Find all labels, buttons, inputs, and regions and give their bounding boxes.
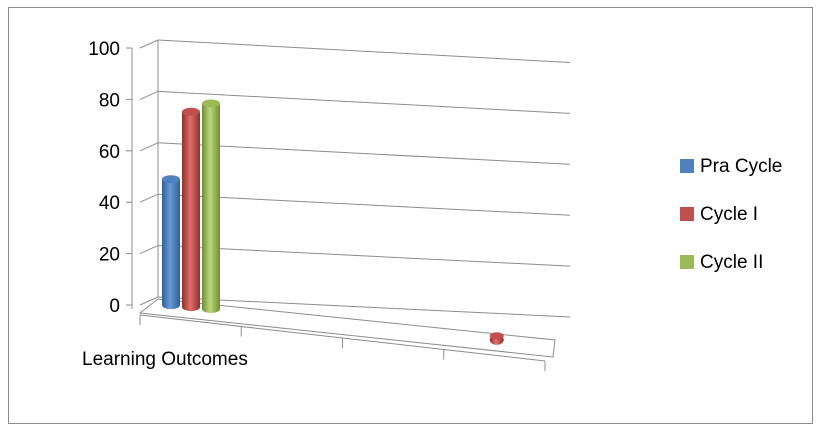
bar-cycle-i [489, 332, 504, 345]
bar-cycle-i [182, 107, 200, 312]
chart-frame [8, 7, 813, 424]
category-label: Learning Outcomes [82, 349, 248, 370]
y-tick-label: 100 [88, 39, 120, 60]
legend-swatch [680, 255, 694, 269]
bars [162, 99, 504, 345]
legend-label: Pra Cycle [700, 156, 782, 177]
legend-label: Cycle II [700, 252, 763, 273]
x-axis-category-labels: Learning Outcomes [82, 349, 248, 370]
axes [126, 40, 556, 371]
legend: Pra Cycle Cycle I Cycle II [680, 156, 782, 273]
y-tick-label: 0 [109, 296, 120, 317]
gridline-side [139, 90, 159, 100]
y-tick-label: 80 [99, 90, 120, 111]
gridline-side [139, 193, 159, 203]
y-tick-label: 40 [99, 193, 120, 214]
legend-swatch [680, 207, 694, 221]
gridline-0 [157, 296, 571, 318]
y-axis-tick-labels: 0 20 40 60 80 100 [88, 39, 120, 317]
gridline-20 [157, 245, 571, 267]
gridline-side [139, 39, 159, 49]
gridlines [139, 39, 571, 318]
gridline-side [139, 245, 159, 255]
floor [138, 298, 556, 358]
legend-label: Cycle I [700, 204, 758, 225]
gridline-60 [157, 142, 571, 165]
gridline-40 [157, 193, 571, 216]
gridline-side [139, 142, 159, 152]
gridline-side [139, 296, 159, 306]
gridline-100 [157, 39, 571, 63]
y-tick-label: 20 [99, 245, 120, 266]
y-tick-label: 60 [99, 142, 120, 163]
legend-swatch [680, 159, 694, 173]
bar-cycle-ii [202, 99, 220, 314]
bar-pra-cycle [162, 175, 180, 310]
gridline-80 [157, 90, 571, 114]
